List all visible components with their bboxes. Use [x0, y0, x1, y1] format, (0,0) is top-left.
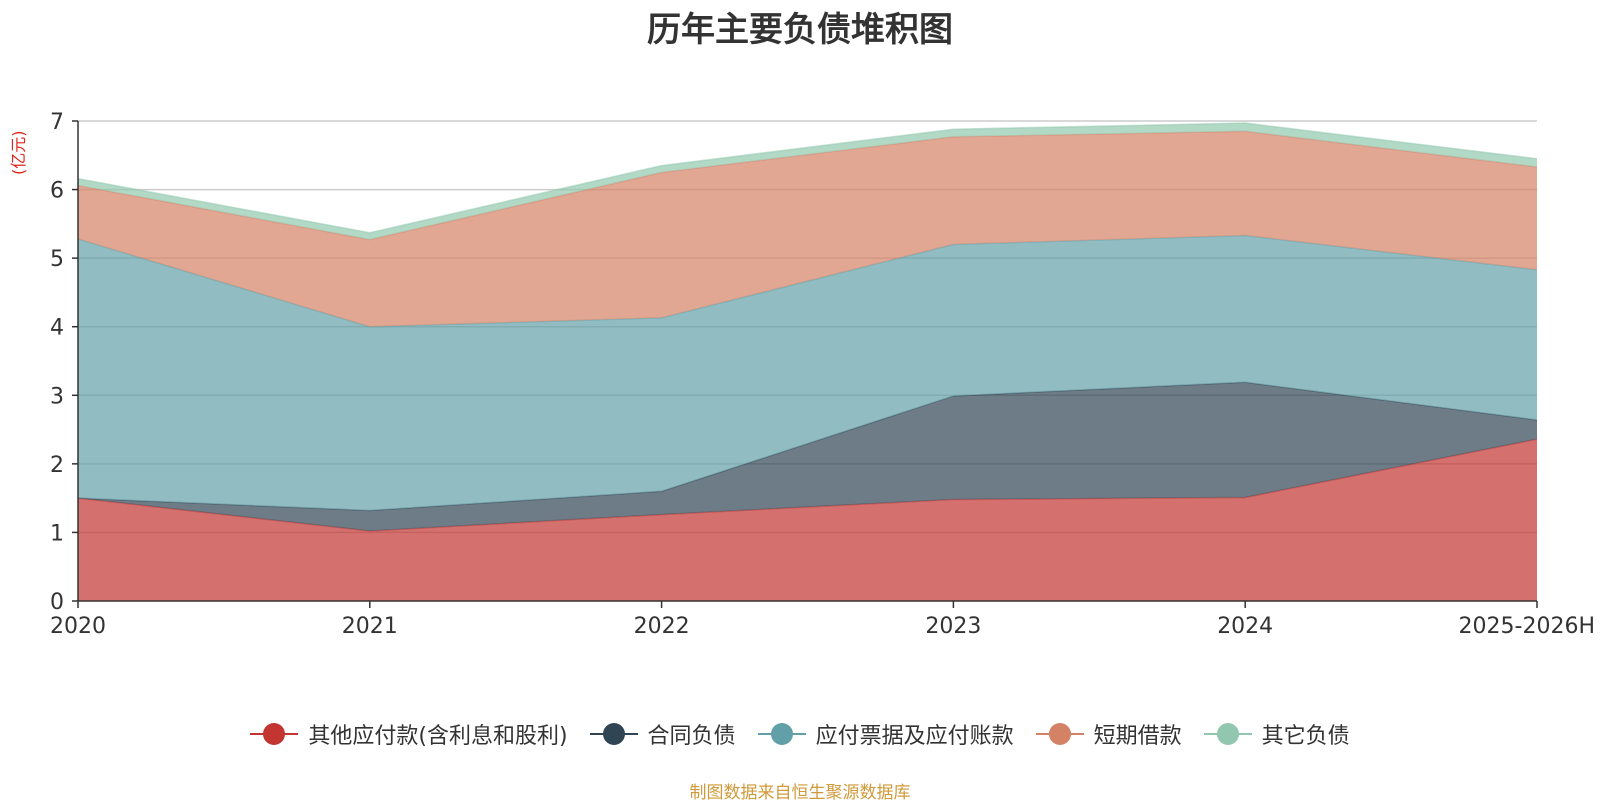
- legend-item-4[interactable]: 短期借款: [1035, 718, 1182, 750]
- legend-label: 其它负债: [1261, 724, 1350, 749]
- chart-title: 历年主要负债堆积图: [647, 10, 953, 50]
- x-tick-label-3: 2023: [925, 614, 981, 639]
- y-tick-label-7: 7: [50, 110, 64, 135]
- y-tick-label-1: 1: [50, 521, 64, 546]
- area-series-1: [78, 439, 1537, 601]
- x-tick-label-1: 2021: [342, 614, 398, 639]
- y-tick-label-0: 0: [50, 590, 64, 615]
- area-series-2: [78, 382, 1537, 532]
- area-series-4: [78, 131, 1537, 327]
- line-series-5: [77, 122, 1538, 234]
- legend-marker-icon: [1035, 723, 1084, 745]
- legend-item-3[interactable]: 应付票据及应付账款: [757, 718, 1014, 750]
- legend-label: 短期借款: [1093, 724, 1182, 749]
- x-tick-label-4: 2024: [1217, 614, 1273, 639]
- y-tick-label-3: 3: [50, 384, 64, 409]
- line-series-4: [77, 130, 1538, 241]
- legend-label: 其他应付款(含利息和股利): [308, 724, 568, 749]
- legend-marker-icon: [589, 723, 638, 745]
- x-tick-label-2: 2022: [634, 614, 690, 639]
- area-series-3: [78, 235, 1537, 511]
- y-tick-label-5: 5: [50, 247, 64, 272]
- legend-label: 合同负债: [647, 724, 736, 749]
- x-tick-label-5: 2025-2026H: [1459, 614, 1595, 639]
- y-tick-label-4: 4: [50, 316, 64, 341]
- legend-marker-icon: [250, 723, 299, 745]
- x-tick-label-0: 2020: [50, 614, 106, 639]
- y-tick-label-6: 6: [50, 179, 64, 204]
- y-tick-label-2: 2: [50, 453, 64, 478]
- source-note: 制图数据来自恒生聚源数据库: [689, 783, 911, 803]
- stacked-area-chart: 0 1 2 3 4 5 6 7 2020 2021 2022 2023 2024 2025-2026H: [50, 110, 1595, 639]
- legend-item-1[interactable]: 其他应付款(含利息和股利): [250, 718, 568, 750]
- legend-marker-icon: [1203, 723, 1252, 745]
- legend-item-2[interactable]: 合同负债: [589, 718, 736, 750]
- legend-item-5[interactable]: 其它负债: [1203, 718, 1350, 750]
- legend-label: 应付票据及应付账款: [815, 724, 1014, 749]
- legend-marker-icon: [757, 723, 806, 745]
- legend: 其他应付款(含利息和股利) 合同负债 应付票据及应付账款 短期借款 其它负债: [0, 718, 1600, 750]
